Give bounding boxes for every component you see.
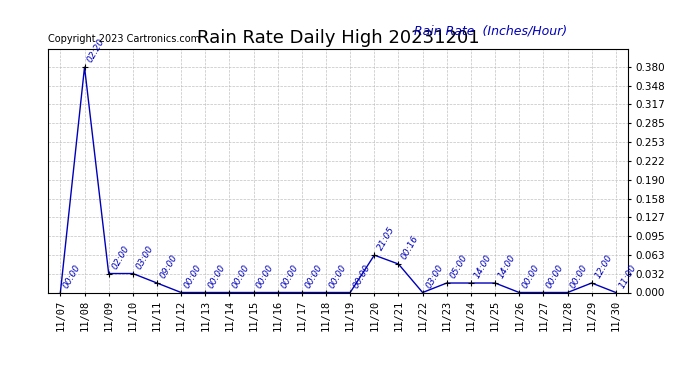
Text: 00:16: 00:16 [400,234,421,261]
Text: 00:00: 00:00 [304,263,324,290]
Text: 14:00: 14:00 [497,253,518,280]
Text: Rain Rate  (Inches/Hour): Rain Rate (Inches/Hour) [414,24,567,38]
Text: 12:00: 12:00 [593,253,614,280]
Text: 00:00: 00:00 [183,263,204,290]
Text: 11:00: 11:00 [618,263,638,290]
Text: 00:00: 00:00 [352,263,373,290]
Text: 02:20: 02:20 [86,38,107,64]
Text: 00:00: 00:00 [521,263,542,290]
Text: 03:00: 03:00 [135,244,155,271]
Text: 14:00: 14:00 [473,253,493,280]
Text: 00:00: 00:00 [62,263,83,290]
Text: 00:00: 00:00 [545,263,566,290]
Text: 00:00: 00:00 [207,263,228,290]
Text: 05:00: 05:00 [448,253,469,280]
Text: 00:00: 00:00 [231,263,252,290]
Text: 21:05: 21:05 [376,225,397,252]
Text: Copyright 2023 Cartronics.com: Copyright 2023 Cartronics.com [48,34,200,44]
Text: 00:00: 00:00 [328,263,348,290]
Text: 00:00: 00:00 [569,263,590,290]
Text: 00:00: 00:00 [279,263,300,290]
Text: 00:00: 00:00 [255,263,276,290]
Title: Rain Rate Daily High 20231201: Rain Rate Daily High 20231201 [197,29,480,47]
Text: 02:00: 02:00 [110,244,131,271]
Text: 09:00: 09:00 [159,253,179,280]
Text: 03:00: 03:00 [424,263,445,290]
